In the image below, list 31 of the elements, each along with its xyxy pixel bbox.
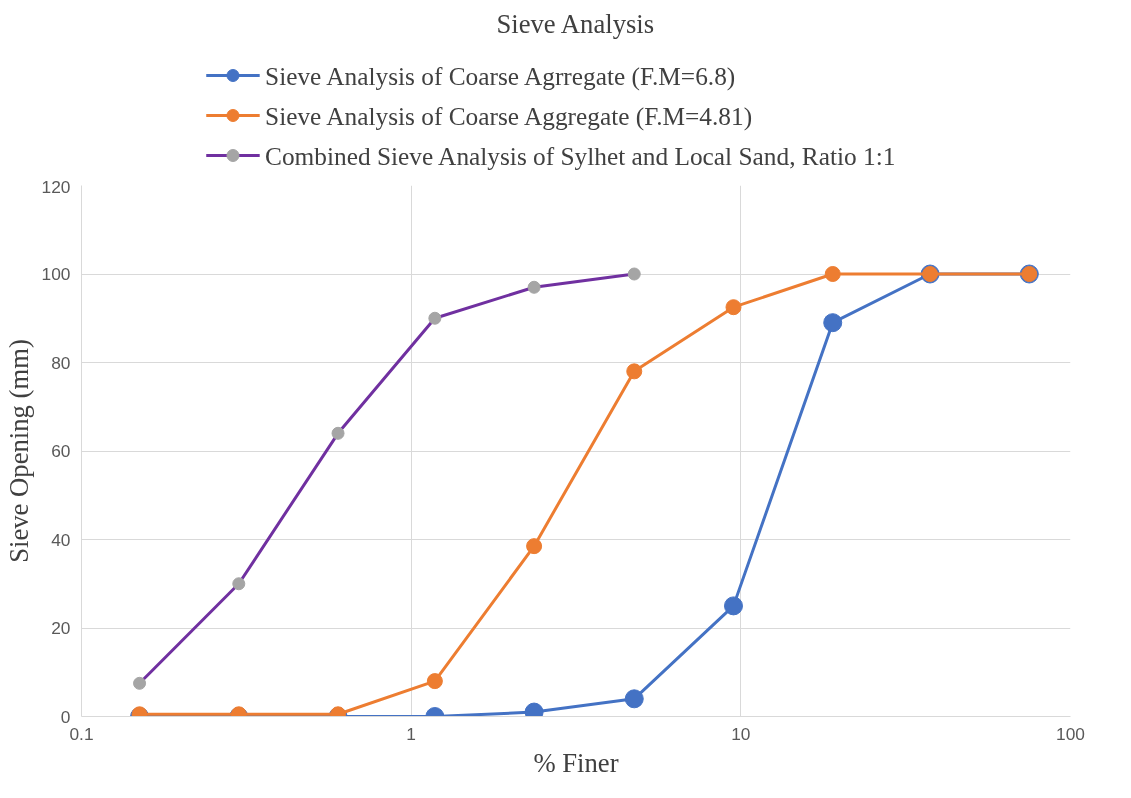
y-tick-label: 120 <box>41 176 71 197</box>
point <box>823 313 843 333</box>
x-tick-label: 0.1 <box>69 723 94 744</box>
y-tick-label: 40 <box>51 529 71 550</box>
point <box>527 280 541 294</box>
point <box>624 689 644 709</box>
x-axis-title: % Finer <box>533 747 619 778</box>
x-tick-label: 1 <box>406 723 416 744</box>
y-tick-label: 0 <box>60 706 71 727</box>
y-tick-label: 60 <box>51 441 71 461</box>
point <box>526 538 543 555</box>
y-tick-label: 80 <box>51 352 71 373</box>
point <box>626 363 643 380</box>
legend-label: Combined Sieve Analysis of Sylhet and Local Sand, Ratio 1:1 <box>265 141 896 170</box>
y-axis-title: Sieve Opening (mm) <box>3 339 34 563</box>
point <box>725 299 742 316</box>
y-tick-label: 20 <box>51 618 71 638</box>
point <box>824 266 841 282</box>
y-tick-label: 100 <box>41 264 71 284</box>
point <box>428 311 442 325</box>
point <box>133 676 147 690</box>
point <box>331 426 345 440</box>
x-tick-label: 10 <box>731 723 751 744</box>
point <box>232 577 246 591</box>
point <box>426 673 443 690</box>
point <box>723 596 743 616</box>
legend-label: Sieve Analysis of Coarse Agrregate (F.M=6.8) <box>265 61 736 91</box>
legend-label: Sieve Analysis of Coarse Aggregate (F.M=4.81) <box>265 101 753 131</box>
x-tick-label: 100 <box>1056 723 1085 744</box>
point <box>627 267 641 281</box>
chart-title: Sieve Analysis <box>496 8 655 39</box>
